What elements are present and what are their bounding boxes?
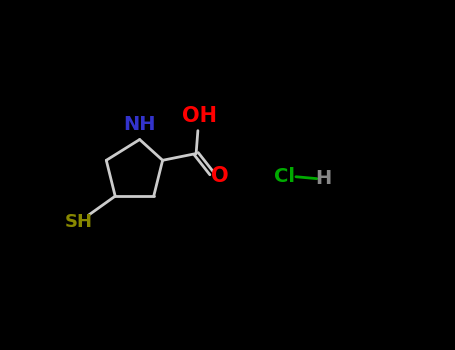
Text: OH: OH (182, 106, 217, 126)
Text: SH: SH (65, 213, 93, 231)
Text: O: O (211, 166, 228, 186)
Text: H: H (315, 169, 331, 188)
Text: NH: NH (123, 115, 156, 134)
Text: Cl: Cl (274, 167, 295, 186)
